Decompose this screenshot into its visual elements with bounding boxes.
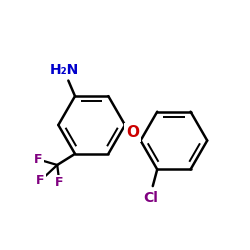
- Text: Cl: Cl: [143, 190, 158, 204]
- Text: H₂N: H₂N: [49, 63, 78, 77]
- Text: F: F: [55, 176, 64, 189]
- Text: F: F: [34, 153, 42, 166]
- Text: O: O: [126, 125, 139, 140]
- Text: F: F: [36, 174, 45, 187]
